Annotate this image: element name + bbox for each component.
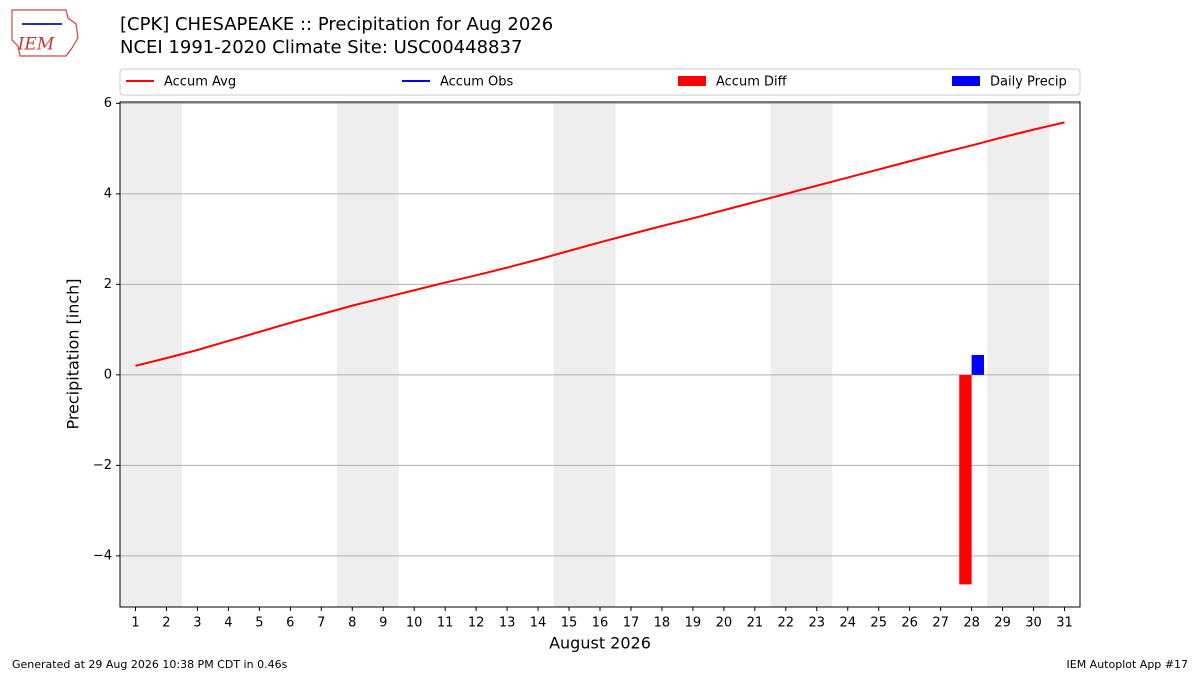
- x-tick-label: 6: [286, 616, 294, 631]
- x-tick-label: 16: [592, 616, 609, 631]
- x-tick-label: 26: [901, 616, 918, 631]
- x-tick-label: 25: [870, 616, 887, 631]
- footer-left: Generated at 29 Aug 2026 10:38 PM CDT in…: [12, 658, 288, 671]
- legend-label: Accum Avg: [164, 75, 236, 90]
- bar: [971, 354, 984, 375]
- footer-right: IEM Autoplot App #17: [1067, 658, 1189, 671]
- logo-text: IEM: [17, 35, 55, 55]
- weekend-shade: [987, 102, 1050, 607]
- weekend-shade: [336, 102, 399, 607]
- x-tick-label: 9: [379, 616, 387, 631]
- legend-box: [119, 68, 1081, 96]
- y-tick-label: −2: [93, 458, 112, 473]
- x-tick-label: 7: [317, 616, 325, 631]
- x-tick-label: 11: [437, 616, 454, 631]
- x-tick-label: 3: [193, 616, 201, 631]
- x-tick-label: 24: [839, 616, 856, 631]
- x-tick-label: 20: [716, 616, 733, 631]
- chart-title: [CPK] CHESAPEAKE :: Precipitation for Au…: [120, 14, 553, 35]
- x-tick-label: 1: [131, 616, 139, 631]
- y-tick-label: −4: [93, 548, 112, 563]
- legend-label: Daily Precip: [990, 75, 1067, 90]
- x-tick-label: 18: [654, 616, 671, 631]
- x-tick-label: 19: [685, 616, 702, 631]
- x-tick-label: 29: [994, 616, 1011, 631]
- weekend-shade: [553, 102, 616, 607]
- y-tick-label: 0: [104, 367, 112, 382]
- x-tick-label: 21: [747, 616, 764, 631]
- x-axis-label: August 2026: [549, 634, 651, 653]
- plot-frame: [119, 101, 1081, 608]
- x-tick-label: 23: [809, 616, 826, 631]
- y-axis-label: Precipitation [inch]: [64, 278, 83, 429]
- legend-swatch: [678, 76, 706, 86]
- legend-label: Accum Diff: [716, 75, 788, 90]
- x-tick-label: 17: [623, 616, 640, 631]
- x-tick-label: 2: [162, 616, 170, 631]
- weekend-shade: [120, 102, 182, 607]
- x-tick-label: 15: [561, 616, 578, 631]
- x-tick-label: 13: [499, 616, 516, 631]
- legend: Accum Avg Accum Obs Accum Diff Daily Precip: [119, 68, 1081, 96]
- x-tick-label: 27: [932, 616, 949, 631]
- x-tick-label: 30: [1025, 616, 1042, 631]
- y-tick-label: 6: [104, 96, 112, 111]
- line-series: [135, 121, 1065, 367]
- y-tick-label: 4: [104, 186, 112, 201]
- x-tick-label: 12: [468, 616, 485, 631]
- logo-outline: [11, 9, 79, 57]
- logo: IEM: [11, 9, 79, 57]
- x-tick-label: 22: [778, 616, 795, 631]
- legend-label: Accum Obs: [440, 75, 513, 90]
- x-tick-label: 10: [406, 616, 423, 631]
- chart-subtitle: NCEI 1991-2020 Climate Site: USC00448837: [120, 37, 522, 58]
- x-tick-label: 14: [530, 616, 547, 631]
- weekend-shade: [770, 102, 833, 607]
- x-tick-label: 8: [348, 616, 356, 631]
- x-tick-label: 28: [963, 616, 980, 631]
- bar: [959, 374, 972, 585]
- y-tick-label: 2: [104, 277, 112, 292]
- x-tick-label: 31: [1056, 616, 1073, 631]
- x-tick-label: 5: [255, 616, 263, 631]
- legend-swatch: [952, 76, 980, 86]
- x-tick-label: 4: [224, 616, 232, 631]
